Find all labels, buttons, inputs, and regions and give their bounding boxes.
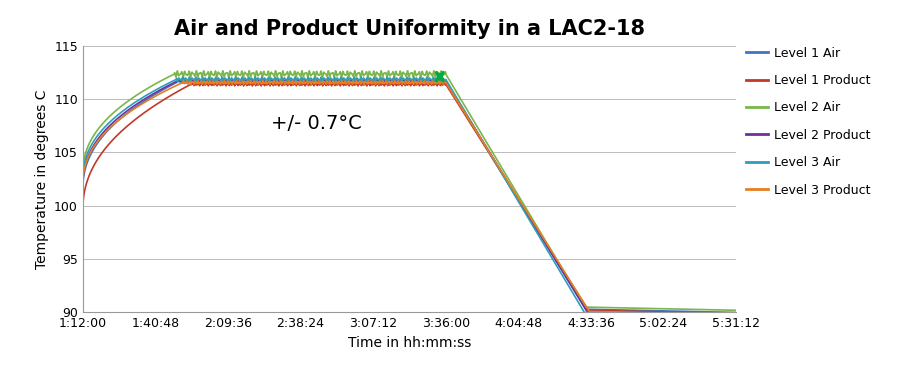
Level 2 Air <box>270 69 281 73</box>
Line: Level 1 Product: Level 1 Product <box>83 82 735 314</box>
Level 2 Product <box>110 117 121 122</box>
Level 1 Air <box>711 310 722 314</box>
Level 3 Product <box>77 182 88 187</box>
Level 3 Product <box>395 79 406 84</box>
Line: Level 1 Air: Level 1 Air <box>83 79 735 312</box>
Level 1 Product <box>591 308 602 313</box>
Level 1 Air <box>395 77 406 82</box>
Level 1 Air <box>110 120 121 125</box>
Level 3 Air <box>710 313 721 317</box>
Level 3 Product <box>730 312 741 317</box>
Level 1 Air <box>710 310 721 314</box>
Level 1 Product <box>711 311 722 315</box>
Level 3 Air <box>378 76 389 80</box>
Level 2 Product <box>710 312 721 317</box>
Level 1 Product <box>730 311 741 316</box>
Level 2 Product <box>378 79 389 84</box>
Level 2 Air <box>711 307 722 312</box>
Level 3 Air <box>730 313 741 318</box>
Text: +/- 0.7°C: +/- 0.7°C <box>271 114 361 133</box>
Level 1 Product <box>77 209 88 213</box>
Level 1 Product <box>378 80 389 85</box>
Level 3 Air <box>217 75 228 79</box>
Level 3 Product <box>591 309 602 314</box>
Level 2 Product <box>316 76 327 81</box>
Level 2 Product <box>395 76 406 81</box>
Level 1 Product <box>395 80 406 85</box>
Line: Level 3 Product: Level 3 Product <box>83 81 735 315</box>
Level 1 Air <box>77 187 88 192</box>
Level 2 Air <box>710 307 721 312</box>
Level 3 Product <box>110 120 121 125</box>
Level 2 Product <box>77 182 88 187</box>
Level 2 Air <box>378 72 389 77</box>
Line: Level 2 Air: Level 2 Air <box>83 71 735 310</box>
Level 1 Product <box>110 134 121 139</box>
Level 1 Air <box>375 77 386 82</box>
Y-axis label: Temperature in degrees C: Temperature in degrees C <box>35 89 49 269</box>
Level 3 Air <box>591 311 602 315</box>
Level 3 Product <box>710 312 721 317</box>
Level 3 Product <box>378 80 389 84</box>
Legend: Level 1 Air, Level 1 Product, Level 2 Air, Level 2 Product, Level 3 Air, Level 3: Level 1 Air, Level 1 Product, Level 2 Ai… <box>744 46 869 197</box>
Level 2 Product <box>711 312 722 317</box>
Level 3 Air <box>77 177 88 181</box>
Level 1 Product <box>303 80 314 85</box>
X-axis label: Time in hh:mm:ss: Time in hh:mm:ss <box>347 336 471 350</box>
Level 2 Air <box>395 70 406 75</box>
Level 1 Air <box>378 79 389 84</box>
Level 3 Product <box>219 78 230 83</box>
Level 1 Air <box>591 307 602 312</box>
Level 1 Product <box>710 311 721 315</box>
Level 2 Product <box>730 312 741 317</box>
Level 1 Air <box>730 310 741 315</box>
Line: Level 2 Product: Level 2 Product <box>83 78 735 315</box>
Level 2 Air <box>77 171 88 176</box>
Level 2 Product <box>591 309 602 314</box>
Level 3 Air <box>110 114 121 119</box>
Level 2 Air <box>110 108 121 113</box>
Level 2 Air <box>730 308 741 312</box>
Level 3 Air <box>711 313 722 317</box>
Level 3 Air <box>395 75 406 80</box>
Title: Air and Product Uniformity in a LAC2-18: Air and Product Uniformity in a LAC2-18 <box>174 19 644 38</box>
Line: Level 3 Air: Level 3 Air <box>83 77 735 315</box>
Level 3 Product <box>711 312 722 317</box>
Level 2 Air <box>591 305 602 310</box>
